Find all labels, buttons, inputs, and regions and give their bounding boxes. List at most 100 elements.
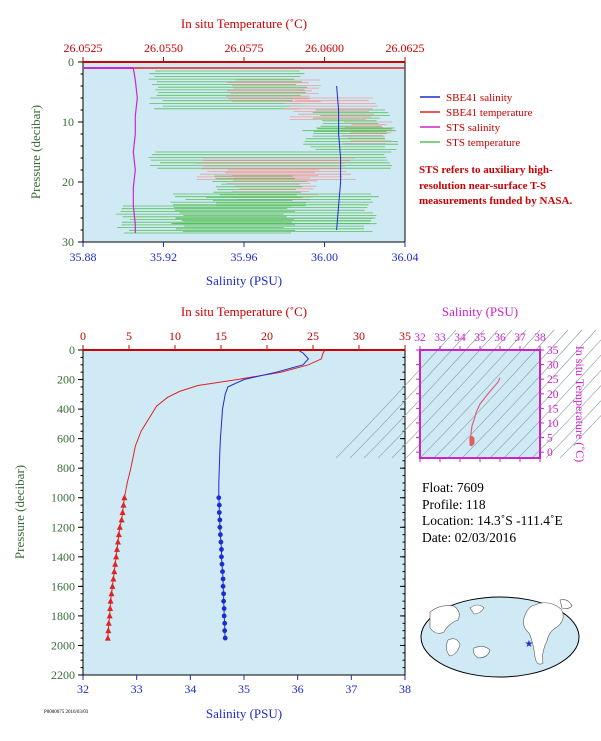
full-profile-top-tick-label: 10: [169, 329, 181, 343]
near-surface-y-axis-label: Pressure (decibar): [28, 105, 43, 199]
sbe41-temperature-marker: [105, 627, 112, 634]
ts-right-axis-label: In situ Temperature (˚C): [573, 346, 587, 463]
full-profile-bottom-tick-label: 37: [345, 682, 357, 696]
ts-right-tick-label: 5: [547, 433, 553, 445]
world-map-land: [429, 599, 573, 665]
sbe41-salinity-marker: [221, 598, 227, 604]
location: Location: 14.3˚S -111.4˚E: [422, 513, 563, 528]
sbe41-temperature-marker: [110, 575, 117, 582]
full-profile-top-tick-label: 35: [399, 329, 411, 343]
near-surface-y-tick-label: 0: [68, 55, 74, 69]
near-surface-panel: 26.0525 26.0550 26.0575 26.0600 26.0625 35.88…: [28, 16, 425, 288]
ts-density-contour: [559, 415, 601, 459]
sbe41-salinity-marker: [222, 635, 228, 641]
near-surface-lines: [83, 67, 405, 233]
ts-density-contour: [475, 329, 597, 459]
ts-density-contour: [461, 329, 583, 459]
near-surface-y-tick-label: 20: [62, 175, 74, 189]
sbe41-temperature-marker: [120, 501, 127, 508]
full-profile-top-tick-label: 15: [215, 329, 227, 343]
near-surface-top-tick-label: 26.0625: [386, 41, 425, 55]
full-profile-bottom-tick-label: 35: [238, 682, 250, 696]
near-surface-bottom-tick-label: 36.00: [311, 250, 338, 264]
near-surface-bottom-tick-label: 35.96: [231, 250, 258, 264]
sbe41-salinity-marker: [222, 620, 228, 626]
full-profile-y-tick-label: 200: [57, 373, 75, 387]
profile-number: Profile: 118: [422, 496, 486, 512]
sbe41-temperature-marker: [119, 509, 126, 515]
ts-frame: [419, 349, 541, 459]
near-surface-axes: 26.0525 26.0550 26.0575 26.0600 26.0625 35.88…: [62, 41, 425, 264]
sbe41-temperature-marker: [113, 553, 120, 560]
ts-top-tick-label: 36: [494, 332, 506, 344]
float-location-star-icon: ★: [525, 639, 534, 650]
near-surface-top-tick-label: 26.0575: [225, 41, 264, 55]
sbe41-temperature-marker: [107, 597, 114, 604]
full-profile-top-tick-label: 0: [80, 329, 86, 343]
ts-right-tick-label: 15: [547, 403, 559, 415]
sbe41-salinity-marker: [217, 532, 223, 538]
sbe41-salinity-marker: [220, 576, 226, 582]
ts-right-tick-label: 25: [547, 374, 559, 386]
near-surface-y-tick-label: 30: [62, 235, 74, 249]
near-surface-top-tick-label: 26.0550: [144, 41, 183, 55]
sbe41-temperature-marker: [109, 582, 116, 589]
full-profile-bottom-tick-label: 33: [131, 682, 143, 696]
sbe41-temperature-marker: [112, 560, 119, 567]
sbe41-salinity-marker: [216, 495, 222, 501]
sbe41-salinity-marker: [218, 539, 224, 545]
sbe41-temperature-marker: [106, 612, 113, 619]
sbe41-temperature-marker: [105, 619, 112, 626]
ts-density-contour: [545, 400, 601, 459]
full-profile-y-tick-label: 800: [57, 461, 75, 475]
sbe41-salinity-marker: [221, 613, 227, 619]
sbe41-salinity-marker: [221, 591, 227, 597]
full-profile-lines: [104, 349, 326, 641]
full-profile-bottom-tick-label: 32: [77, 682, 89, 696]
ts-top-tick-label: 33: [434, 332, 446, 344]
full-profile-bottom-tick-label: 34: [184, 682, 196, 696]
float-id: Float: 7609: [422, 480, 484, 495]
full-profile-y-axis-label: Pressure (decibar): [12, 465, 27, 559]
ts-top-axis-label: Salinity (PSU): [442, 304, 518, 319]
near-surface-bottom-tick-label: 35.92: [150, 250, 177, 264]
ts-top-tick-label: 34: [454, 332, 466, 344]
near-surface-bottom-tick-label: 36.04: [392, 250, 419, 264]
ts-right-tick-label: 0: [547, 447, 553, 459]
sbe41-salinity-marker: [220, 569, 225, 574]
sbe41-salinity-marker: [221, 606, 227, 611]
ts-right-tick-label: 30: [547, 360, 559, 372]
ts-density-contour: [447, 329, 569, 459]
full-profile-y-tick-label: 400: [57, 402, 75, 416]
full-profile-panel: 0 5 10 15 20 25 30 35 32 33 34 35 36 37 38 0 200 400 600 80…: [12, 304, 411, 721]
full-profile-y-tick-label: 1800: [51, 609, 75, 623]
legend-label-sbe41-temperature: SBE41 temperature: [446, 107, 533, 119]
ts-density-contour: [503, 354, 601, 459]
full-profile-top-tick-label: 5: [126, 329, 132, 343]
footer-stamp: P0000075 2016/03/03: [44, 710, 89, 715]
near-surface-bottom-tick-label: 35.88: [70, 250, 97, 264]
sbe41-salinity-marker: [220, 583, 226, 589]
ts-density-contour: [531, 385, 601, 459]
sbe41-salinity-marker: [219, 554, 224, 560]
ts-profile: [469, 377, 501, 447]
legend-label-sts-salinity: STS salinity: [446, 122, 501, 134]
world-map-inset: ★: [420, 596, 580, 678]
sbe41-salinity-marker: [217, 524, 223, 530]
full-profile-top-tick-label: 25: [307, 329, 319, 343]
sbe41-temperature-marker: [114, 545, 121, 552]
sts-temperature-steps: [116, 70, 399, 234]
ts-top-tick-label: 32: [414, 332, 426, 344]
sbe41-temperature-marker: [118, 516, 125, 523]
sbe41-temperature-marker: [121, 494, 128, 501]
sbe41-salinity-marker: [217, 517, 223, 523]
sts-salinity-line: [132, 67, 138, 233]
sbe41-salinity-line: [218, 349, 310, 639]
sbe41-temperature-marker: [115, 531, 122, 538]
sbe41-salinity-marker: [219, 561, 225, 567]
near-surface-y-tick-label: 10: [62, 115, 74, 129]
legend: SBE41 salinity SBE41 temperature STS sal…: [420, 92, 533, 149]
date: Date: 02/03/2016: [422, 529, 517, 545]
